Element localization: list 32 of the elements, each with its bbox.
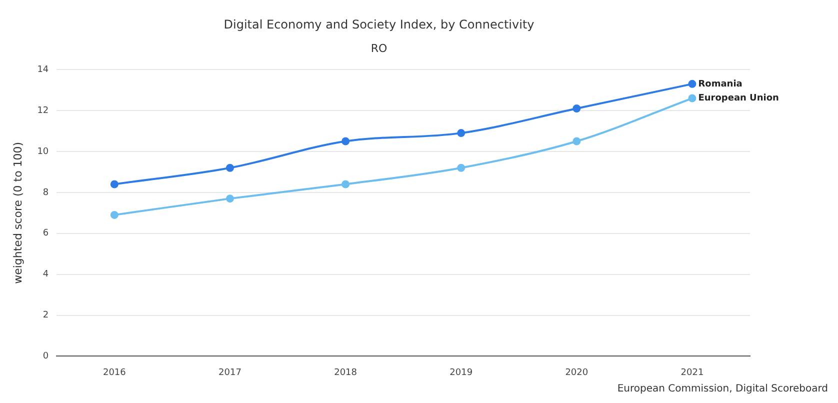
y-tick-label: 8 [42,188,49,198]
point [688,94,696,102]
chart-subtitle: RO [370,42,388,55]
x-tick-label: 2016 [102,368,126,378]
point [572,104,581,112]
point [342,137,350,146]
x-tick-label: 2021 [680,368,704,378]
point [457,164,466,172]
point [688,80,696,88]
y-tick-label: 2 [42,310,49,321]
y-tick-label: 4 [42,270,49,280]
point [110,180,118,188]
y-tick-label: 12 [37,106,49,116]
point [342,180,350,188]
point [226,194,234,203]
text: European Commission, Digital Scoreboard [617,384,828,395]
point [572,137,581,146]
series-label: Romania [698,79,742,90]
point [110,210,118,219]
y-axis-title: weighted score (0 to 100) [11,142,24,284]
x-tick-label: 2017 [218,368,242,378]
point [226,164,234,172]
x-tick-label: 2018 [334,368,358,378]
series-label: European Union [698,94,779,104]
y-tick-label: 6 [42,228,49,239]
y-tick-label: 10 [37,146,49,157]
chart-title: Digital Economy and Society Index, by Connectivity [224,17,534,32]
y-tick-label: 0 [42,352,49,362]
x-tick-label: 2020 [565,368,588,378]
y-tick-label: 14 [37,64,49,75]
x-tick-label: 2019 [450,368,473,378]
point [457,129,466,138]
